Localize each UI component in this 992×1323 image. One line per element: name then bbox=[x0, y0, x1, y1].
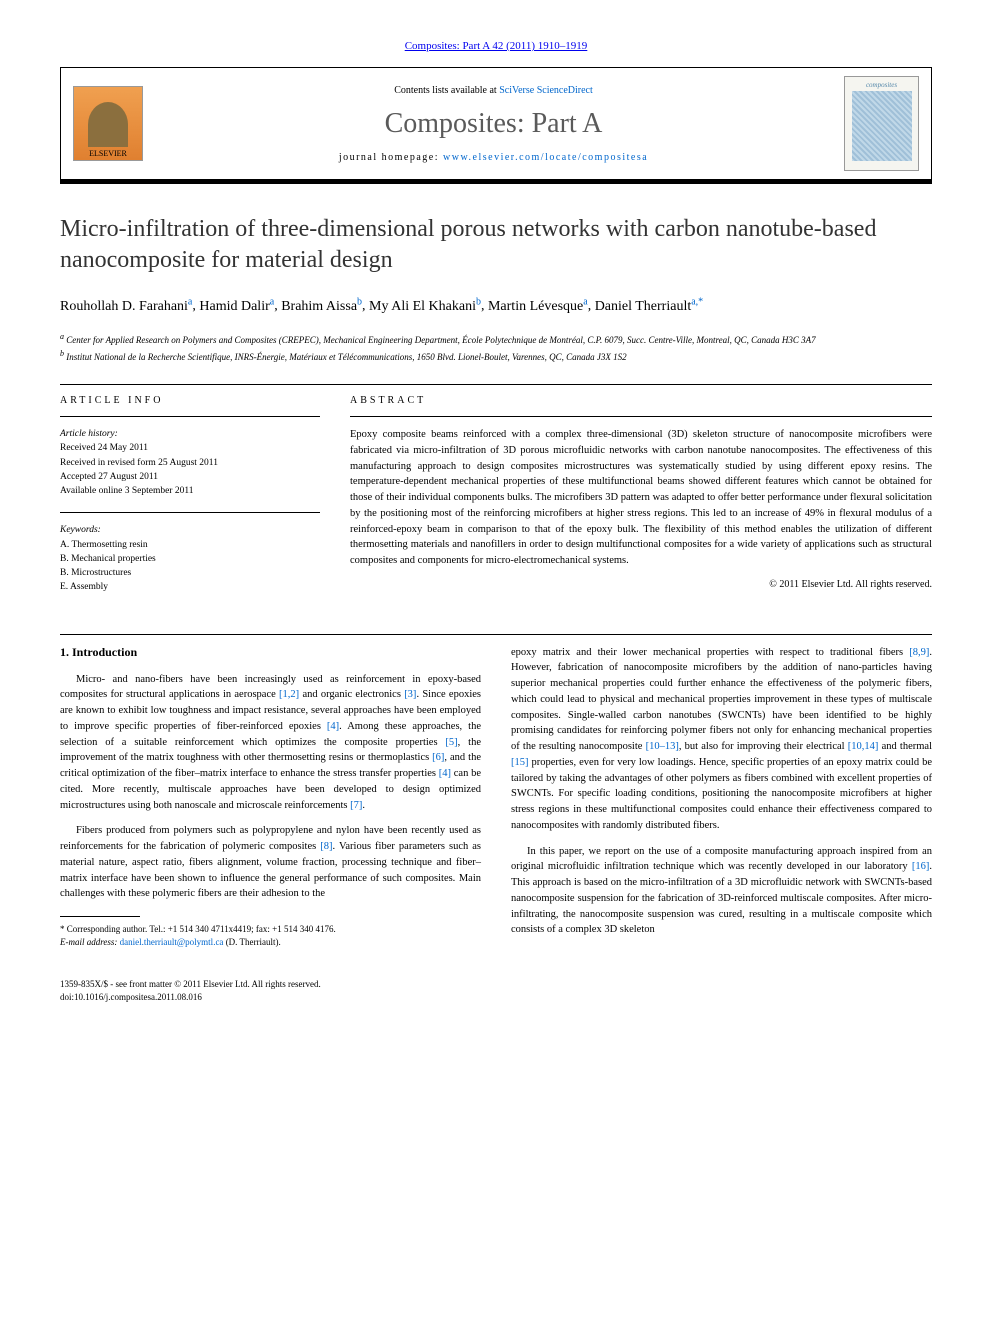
keyword-1: B. Mechanical properties bbox=[60, 552, 320, 566]
article-title: Micro-infiltration of three-dimensional … bbox=[60, 214, 932, 276]
elsevier-logo: ELSEVIER bbox=[73, 86, 143, 161]
ref-10-13[interactable]: [10–13] bbox=[646, 741, 679, 752]
ref-6[interactable]: [6] bbox=[432, 752, 444, 763]
elsevier-label: ELSEVIER bbox=[89, 149, 127, 158]
divider-top bbox=[60, 384, 932, 385]
authors-list: Rouhollah D. Farahania, Hamid Dalira, Br… bbox=[60, 294, 932, 317]
keyword-3: E. Assembly bbox=[60, 580, 320, 594]
intro-heading: 1. Introduction bbox=[60, 645, 481, 660]
author-1-sup-link[interactable]: a bbox=[270, 296, 274, 307]
author-3-sup-link[interactable]: b bbox=[476, 296, 481, 307]
history-header: Article history: bbox=[60, 427, 320, 441]
keywords-header: Keywords: bbox=[60, 523, 320, 537]
author-2: Brahim Aissab bbox=[281, 299, 362, 314]
ref-16[interactable]: [16] bbox=[912, 861, 930, 872]
article-history: Article history: Received 24 May 2011 Re… bbox=[60, 427, 320, 498]
footnote: * Corresponding author. Tel.: +1 514 340… bbox=[60, 923, 481, 948]
journal-cover: composites bbox=[844, 76, 919, 171]
email-link[interactable]: daniel.therriault@polymtl.ca bbox=[120, 937, 224, 947]
left-column: 1. Introduction Micro- and nano-fibers h… bbox=[60, 645, 481, 949]
author-5: Daniel Therriaulta,* bbox=[595, 299, 704, 314]
keyword-2: B. Microstructures bbox=[60, 566, 320, 580]
author-3: My Ali El Khakanib bbox=[369, 299, 481, 314]
abstract-column: ABSTRACT Epoxy composite beams reinforce… bbox=[350, 395, 932, 609]
history-2: Accepted 27 August 2011 bbox=[60, 470, 320, 484]
ref-8-9[interactable]: [8,9] bbox=[909, 647, 929, 658]
author-4: Martin Lévesquea bbox=[488, 299, 588, 314]
history-0: Received 24 May 2011 bbox=[60, 441, 320, 455]
sciencedirect-link[interactable]: SciVerse ScienceDirect bbox=[499, 85, 593, 96]
homepage-line: journal homepage: www.elsevier.com/locat… bbox=[143, 152, 844, 163]
ref-8a[interactable]: [8] bbox=[320, 841, 332, 852]
header-center: Contents lists available at SciVerse Sci… bbox=[143, 85, 844, 163]
ref-4b[interactable]: [4] bbox=[439, 768, 451, 779]
cover-title: composites bbox=[866, 81, 897, 89]
elsevier-tree-icon bbox=[88, 102, 128, 147]
footnote-text: Corresponding author. Tel.: +1 514 340 4… bbox=[65, 924, 336, 934]
author-0: Rouhollah D. Farahania bbox=[60, 299, 192, 314]
right-column: epoxy matrix and their lower mechanical … bbox=[511, 645, 932, 949]
contents-prefix: Contents lists available at bbox=[394, 85, 499, 96]
info-abstract-row: ARTICLE INFO Article history: Received 2… bbox=[60, 395, 932, 609]
intro-p1: Micro- and nano-fibers have been increas… bbox=[60, 672, 481, 814]
intro-p3: epoxy matrix and their lower mechanical … bbox=[511, 645, 932, 834]
contents-line: Contents lists available at SciVerse Sci… bbox=[143, 85, 844, 96]
cover-image-placeholder bbox=[852, 91, 912, 161]
article-info-label: ARTICLE INFO bbox=[60, 395, 320, 406]
history-3: Available online 3 September 2011 bbox=[60, 484, 320, 498]
journal-ref-link[interactable]: Composites: Part A 42 (2011) 1910–1919 bbox=[405, 40, 588, 52]
keyword-0: A. Thermosetting resin bbox=[60, 538, 320, 552]
intro-p2: Fibers produced from polymers such as po… bbox=[60, 823, 481, 902]
keywords-block: Keywords: A. Thermosetting resin B. Mech… bbox=[60, 523, 320, 594]
header-inner: ELSEVIER Contents lists available at Sci… bbox=[61, 68, 931, 183]
abstract-text: Epoxy composite beams reinforced with a … bbox=[350, 427, 932, 569]
author-4-sup-link[interactable]: a bbox=[583, 296, 587, 307]
ref-15[interactable]: [15] bbox=[511, 757, 529, 768]
ref-3[interactable]: [3] bbox=[404, 689, 416, 700]
affiliations: a Center for Applied Research on Polymer… bbox=[60, 331, 932, 364]
abstract-divider bbox=[350, 416, 932, 417]
author-2-sup-link[interactable]: b bbox=[357, 296, 362, 307]
history-1: Received in revised form 25 August 2011 bbox=[60, 456, 320, 470]
author-0-sup-link[interactable]: a bbox=[188, 296, 192, 307]
affiliation-a: a Center for Applied Research on Polymer… bbox=[60, 331, 932, 348]
info-divider bbox=[60, 416, 320, 417]
homepage-link[interactable]: www.elsevier.com/locate/compositesa bbox=[443, 152, 648, 163]
footnote-divider bbox=[60, 916, 140, 917]
keywords-divider bbox=[60, 512, 320, 513]
intro-p4: In this paper, we report on the use of a… bbox=[511, 844, 932, 939]
email-label: E-mail address: bbox=[60, 937, 120, 947]
article-info-column: ARTICLE INFO Article history: Received 2… bbox=[60, 395, 320, 609]
journal-reference: Composites: Part A 42 (2011) 1910–1919 bbox=[60, 40, 932, 52]
author-1: Hamid Dalira bbox=[199, 299, 274, 314]
journal-title: Composites: Part A bbox=[143, 108, 844, 140]
affiliation-b: b Institut National de la Recherche Scie… bbox=[60, 348, 932, 365]
abstract-label: ABSTRACT bbox=[350, 395, 932, 406]
ref-4a[interactable]: [4] bbox=[327, 721, 339, 732]
abstract-copyright: © 2011 Elsevier Ltd. All rights reserved… bbox=[350, 579, 932, 590]
journal-header-box: ELSEVIER Contents lists available at Sci… bbox=[60, 67, 932, 184]
footer-bar: 1359-835X/$ - see front matter © 2011 El… bbox=[60, 978, 932, 1003]
divider-bottom bbox=[60, 634, 932, 635]
ref-7[interactable]: [7] bbox=[350, 800, 362, 811]
ref-5[interactable]: [5] bbox=[445, 737, 457, 748]
author-5-sup-link[interactable]: a,* bbox=[691, 296, 703, 307]
ref-1-2[interactable]: [1,2] bbox=[279, 689, 299, 700]
homepage-prefix: journal homepage: bbox=[339, 152, 443, 163]
footer-doi: doi:10.1016/j.compositesa.2011.08.016 bbox=[60, 991, 932, 1004]
body-columns: 1. Introduction Micro- and nano-fibers h… bbox=[60, 645, 932, 949]
ref-10-14[interactable]: [10,14] bbox=[848, 741, 879, 752]
email-suffix: (D. Therriault). bbox=[223, 937, 280, 947]
footer-issn: 1359-835X/$ - see front matter © 2011 El… bbox=[60, 978, 932, 991]
